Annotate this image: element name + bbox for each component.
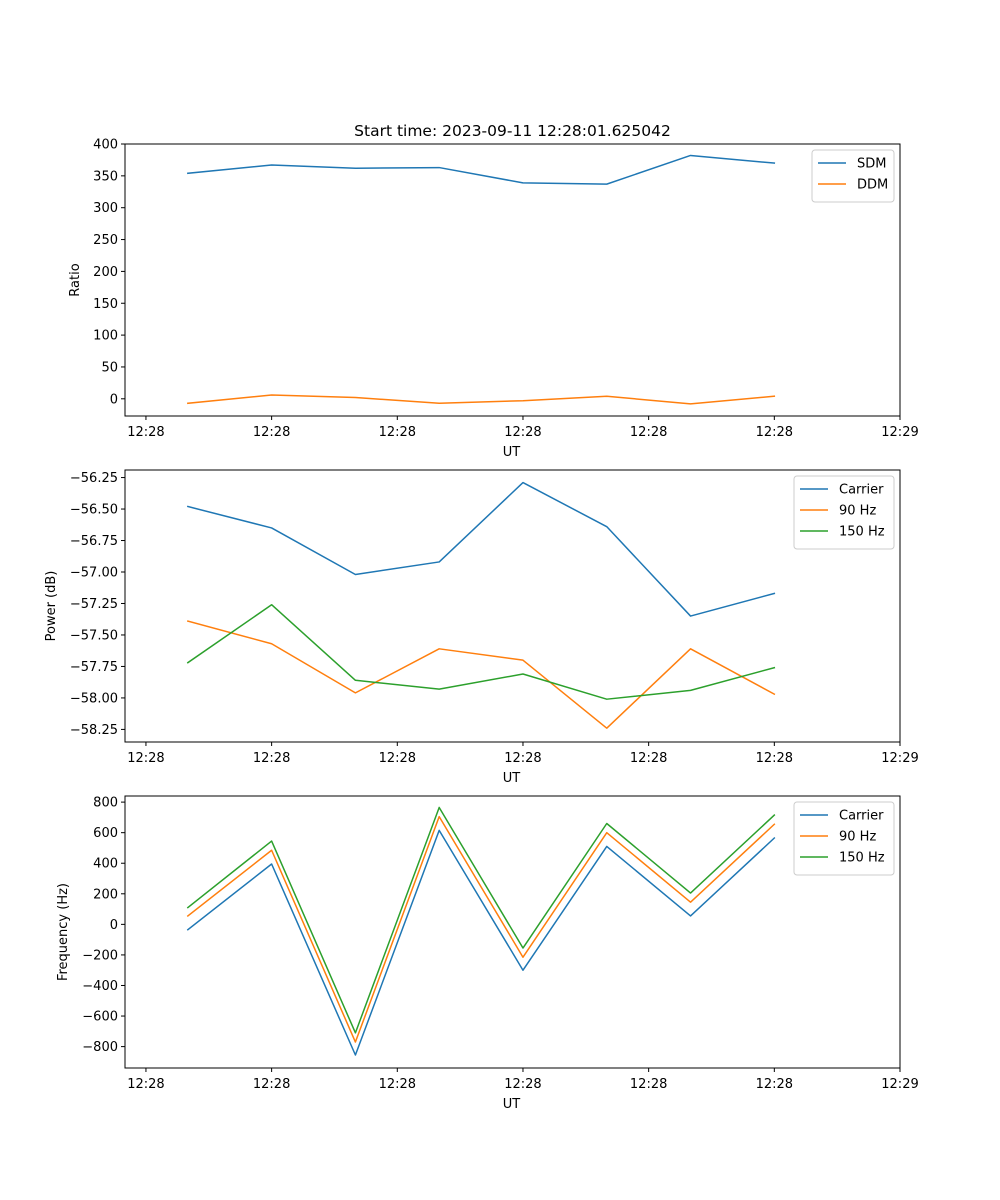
x-axis-label: UT bbox=[503, 445, 521, 460]
y-tick-label: 50 bbox=[101, 360, 118, 375]
y-axis-label: Power (dB) bbox=[44, 571, 59, 642]
x-tick-label: 12:28 bbox=[756, 425, 793, 440]
x-tick-label: 12:29 bbox=[881, 1077, 918, 1092]
y-tick-label: −56.50 bbox=[70, 503, 118, 518]
y-tick-label: 200 bbox=[93, 265, 118, 280]
y-axis-label: Ratio bbox=[68, 263, 83, 296]
y-tick-label: −600 bbox=[82, 1010, 118, 1025]
x-tick-label: 12:28 bbox=[379, 425, 416, 440]
x-tick-label: 12:28 bbox=[379, 751, 416, 766]
series-line-150-hz bbox=[186, 603, 776, 700]
legend-entry: Carrier bbox=[839, 483, 884, 498]
legend-entry: 150 Hz bbox=[839, 525, 885, 540]
series-line-150-hz bbox=[186, 806, 776, 1034]
y-tick-label: −56.75 bbox=[70, 534, 118, 549]
y-tick-label: −57.75 bbox=[70, 660, 118, 675]
y-tick-label: 0 bbox=[110, 392, 118, 407]
axes-frame bbox=[124, 469, 901, 743]
x-tick-label: 12:28 bbox=[630, 751, 667, 766]
y-tick-label: 250 bbox=[93, 233, 118, 248]
legend-entry: SDM bbox=[857, 157, 886, 172]
y-tick-label: 150 bbox=[93, 297, 118, 312]
chart-title: Start time: 2023-09-11 12:28:01.625042 bbox=[354, 122, 671, 140]
legend-entry: 90 Hz bbox=[839, 830, 876, 845]
x-axis-label: UT bbox=[503, 1097, 521, 1112]
x-tick-label: 12:28 bbox=[756, 1077, 793, 1092]
x-tick-label: 12:28 bbox=[504, 1077, 541, 1092]
y-tick-label: 350 bbox=[93, 169, 118, 184]
y-tick-label: −57.25 bbox=[70, 597, 118, 612]
legend-entry: DDM bbox=[857, 178, 888, 193]
y-tick-label: 0 bbox=[110, 918, 118, 933]
x-tick-label: 12:28 bbox=[127, 1077, 164, 1092]
series-line-sdm bbox=[187, 154, 776, 185]
x-tick-label: 12:28 bbox=[127, 425, 164, 440]
y-tick-label: −58.00 bbox=[70, 691, 118, 706]
series-line-carrier bbox=[186, 829, 776, 1056]
legend: Carrier 90 Hz 150 Hz bbox=[793, 801, 895, 876]
axes-frame bbox=[124, 795, 901, 1069]
axes-frame bbox=[124, 143, 901, 417]
x-axis-label: UT bbox=[503, 771, 521, 786]
x-tick-label: 12:28 bbox=[127, 751, 164, 766]
x-tick-label: 12:28 bbox=[630, 1077, 667, 1092]
x-tick-label: 12:28 bbox=[253, 425, 290, 440]
x-tick-label: 12:28 bbox=[253, 751, 290, 766]
subplot-1: 0 50 100 150 200 250 300 350 400 12:28 12:28 12:28 1… bbox=[68, 138, 919, 461]
y-tick-label: 600 bbox=[93, 826, 118, 841]
y-tick-label: −800 bbox=[82, 1040, 118, 1055]
x-tick-label: 12:28 bbox=[756, 751, 793, 766]
legend-entry: Carrier bbox=[839, 809, 884, 824]
x-tick-label: 12:29 bbox=[881, 425, 918, 440]
legend-entry: 150 Hz bbox=[839, 851, 885, 866]
x-tick-label: 12:29 bbox=[881, 751, 918, 766]
y-tick-label: −57.00 bbox=[70, 566, 118, 581]
y-tick-label: −56.25 bbox=[70, 471, 118, 486]
y-tick-label: 300 bbox=[93, 201, 118, 216]
y-tick-label: −400 bbox=[82, 979, 118, 994]
y-axis-label: Frequency (Hz) bbox=[56, 883, 71, 981]
y-tick-label: −57.50 bbox=[70, 628, 118, 643]
subplot-2: −58.25 −58.00 −57.75 −57.50 −57.25 −57.00 −56.… bbox=[44, 469, 919, 786]
y-tick-label: 400 bbox=[93, 138, 118, 153]
x-tick-label: 12:28 bbox=[379, 1077, 416, 1092]
x-tick-label: 12:28 bbox=[504, 425, 541, 440]
series-line-90-hz bbox=[186, 620, 776, 729]
y-tick-label: 400 bbox=[93, 857, 118, 872]
series-line-carrier bbox=[186, 481, 776, 617]
y-tick-label: 800 bbox=[93, 796, 118, 811]
y-tick-label: −58.25 bbox=[70, 723, 118, 738]
legend: SDM DDM bbox=[811, 149, 895, 203]
x-tick-label: 12:28 bbox=[253, 1077, 290, 1092]
axes-layer: 0 50 100 150 200 250 300 350 400 12:28 12:28 12:28 1… bbox=[44, 138, 919, 1113]
x-tick-label: 12:28 bbox=[504, 751, 541, 766]
legend-entry: 90 Hz bbox=[839, 504, 876, 519]
x-tick-label: 12:28 bbox=[630, 425, 667, 440]
y-tick-label: −200 bbox=[82, 948, 118, 963]
y-tick-label: 100 bbox=[93, 329, 118, 344]
y-tick-label: 200 bbox=[93, 887, 118, 902]
series-line-90-hz bbox=[186, 815, 776, 1043]
series-line-ddm bbox=[187, 394, 776, 405]
subplot-3: −800 −600 −400 −200 0 200 400 600 800 12:28 12:28 1… bbox=[56, 795, 919, 1112]
legend: Carrier 90 Hz 150 Hz bbox=[793, 475, 895, 550]
